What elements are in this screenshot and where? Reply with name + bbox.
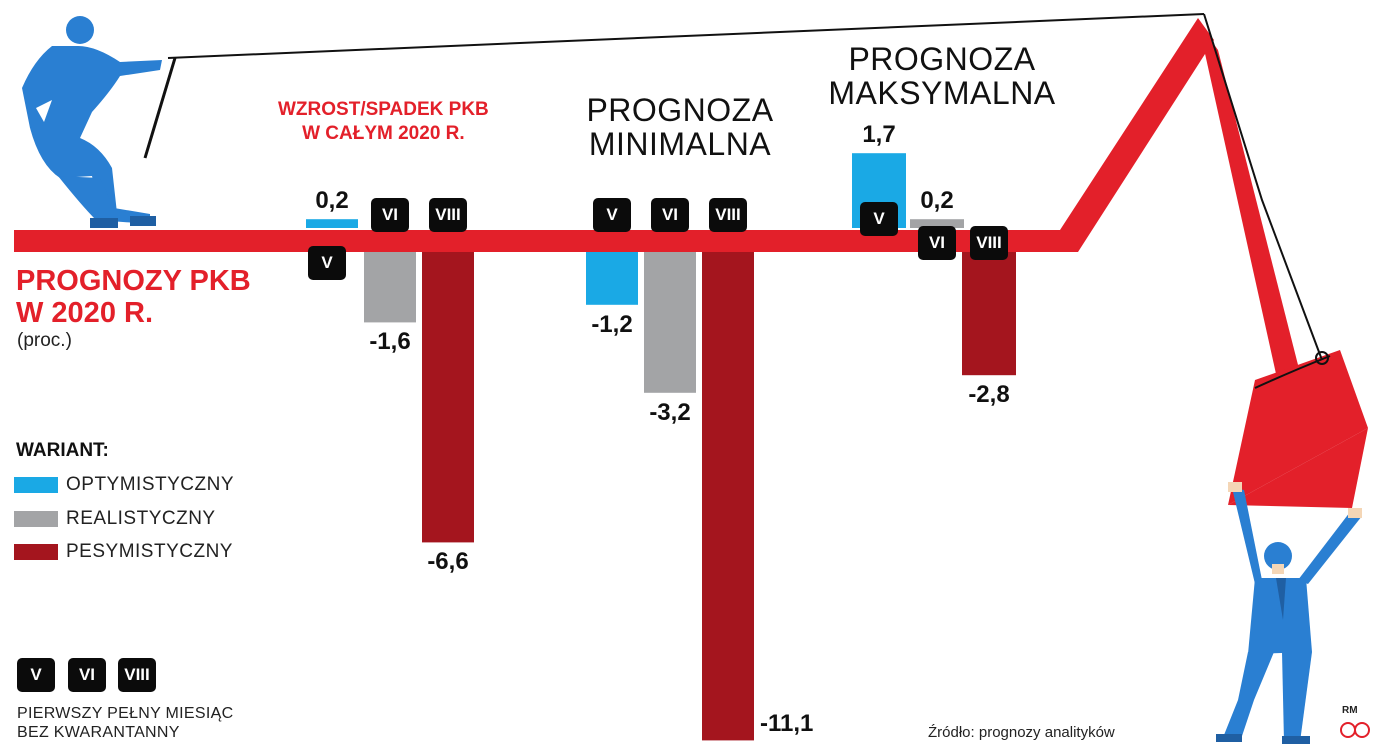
arrow-falling-shaft (1198, 22, 1312, 428)
arrow-head (1228, 428, 1368, 508)
group-title-maksymalna-line1: PROGNOZA (848, 41, 1036, 77)
bar-g3-viii (962, 252, 1016, 376)
rope (167, 13, 1205, 59)
group-title-minimalna: PROGNOZA MINIMALNA (570, 93, 790, 161)
bar-g1-v (306, 219, 358, 228)
month-key-line1: PIERWSZY PEŁNY MIESIĄC (17, 705, 234, 722)
bar-g2-v (586, 252, 638, 305)
legend-swatch-realistyczny (14, 511, 58, 527)
annual-note: WZROST/SPADEK PKB W CAŁYM 2020 R. (278, 98, 489, 146)
group-title-maksymalna-line2: MAKSYMALNA (828, 75, 1056, 111)
unit-label: (proc.) (17, 330, 72, 351)
value-label-g2-vi: -3,2 (649, 398, 691, 426)
value-label-g1-v: 0,2 (315, 187, 349, 215)
headline-line1: PROGNOZY PKB (16, 265, 251, 297)
month-key-line2: BEZ KWARANTANNY (17, 724, 180, 741)
legend-label-optymistyczny: OPTYMISTYCZNY (66, 474, 235, 495)
value-label-g3-v: 1,7 (862, 121, 896, 149)
month-badge-g1-viii: VIII (429, 198, 467, 232)
annual-note-line2: W CAŁYM 2020 R. (302, 123, 465, 144)
chart-headline: PROGNOZY PKB W 2020 R. (16, 265, 251, 329)
month-badge-g3-v: V (860, 202, 898, 236)
bar-g3-vi (910, 219, 964, 228)
month-badge-g2-vi: VI (651, 198, 689, 232)
month-badge-g3-viii: VIII (970, 226, 1008, 260)
legend-label-realistyczny: REALISTYCZNY (66, 508, 216, 529)
bar-g2-viii (702, 252, 754, 741)
legend-swatch-optymistyczny (14, 477, 58, 493)
key-badge-viii: VIII (118, 658, 156, 692)
credit-text: RM (1342, 705, 1358, 716)
value-label-g1-viii: -6,6 (427, 548, 469, 576)
bar-g1-vi (364, 252, 416, 323)
month-badge-g2-v: V (593, 198, 631, 232)
key-badge-vi: VI (68, 658, 106, 692)
lifting-man-figure (1216, 482, 1362, 744)
group-title-minimalna-line1: PROGNOZA (586, 92, 774, 128)
source-note: Źródło: prognozy analityków (928, 724, 1115, 741)
headline-line2: W 2020 R. (16, 297, 153, 329)
pulling-man-figure (22, 16, 177, 228)
value-label-g1-vi: -1,6 (369, 328, 411, 356)
month-badge-g2-viii: VIII (709, 198, 747, 232)
value-label-g3-vi: 0,2 (920, 187, 954, 215)
group-title-minimalna-line2: MINIMALNA (588, 126, 772, 162)
legend-title: WARIANT: (16, 440, 109, 461)
month-badge-g1-v: V (308, 246, 346, 280)
group-title-maksymalna: PROGNOZA MAKSYMALNA (822, 42, 1062, 110)
bar-g2-vi (644, 252, 696, 393)
rope-knot (1254, 355, 1331, 389)
value-label-g3-viii: -2,8 (968, 381, 1010, 409)
annual-note-line1: WZROST/SPADEK PKB (278, 99, 489, 120)
month-badge-g1-vi: VI (371, 198, 409, 232)
bar-layer (306, 153, 1016, 741)
arrow-head-body (1228, 350, 1368, 505)
legend-swatch-pesymistyczny (14, 544, 58, 560)
rope-knot-dot (1315, 351, 1329, 365)
value-label-g2-v: -1,2 (591, 310, 633, 338)
legend-label-pesymistyczny: PESYMISTYCZNY (66, 541, 233, 562)
credit-logo (1340, 722, 1370, 738)
bar-g1-viii (422, 252, 474, 543)
month-key-caption: PIERWSZY PEŁNY MIESIĄC BEZ KWARANTANNY (17, 704, 233, 742)
key-badge-v: V (17, 658, 55, 692)
value-label-g2-viii: -11,1 (760, 710, 814, 738)
month-badge-g3-vi: VI (918, 226, 956, 260)
rope-down (1203, 13, 1323, 361)
